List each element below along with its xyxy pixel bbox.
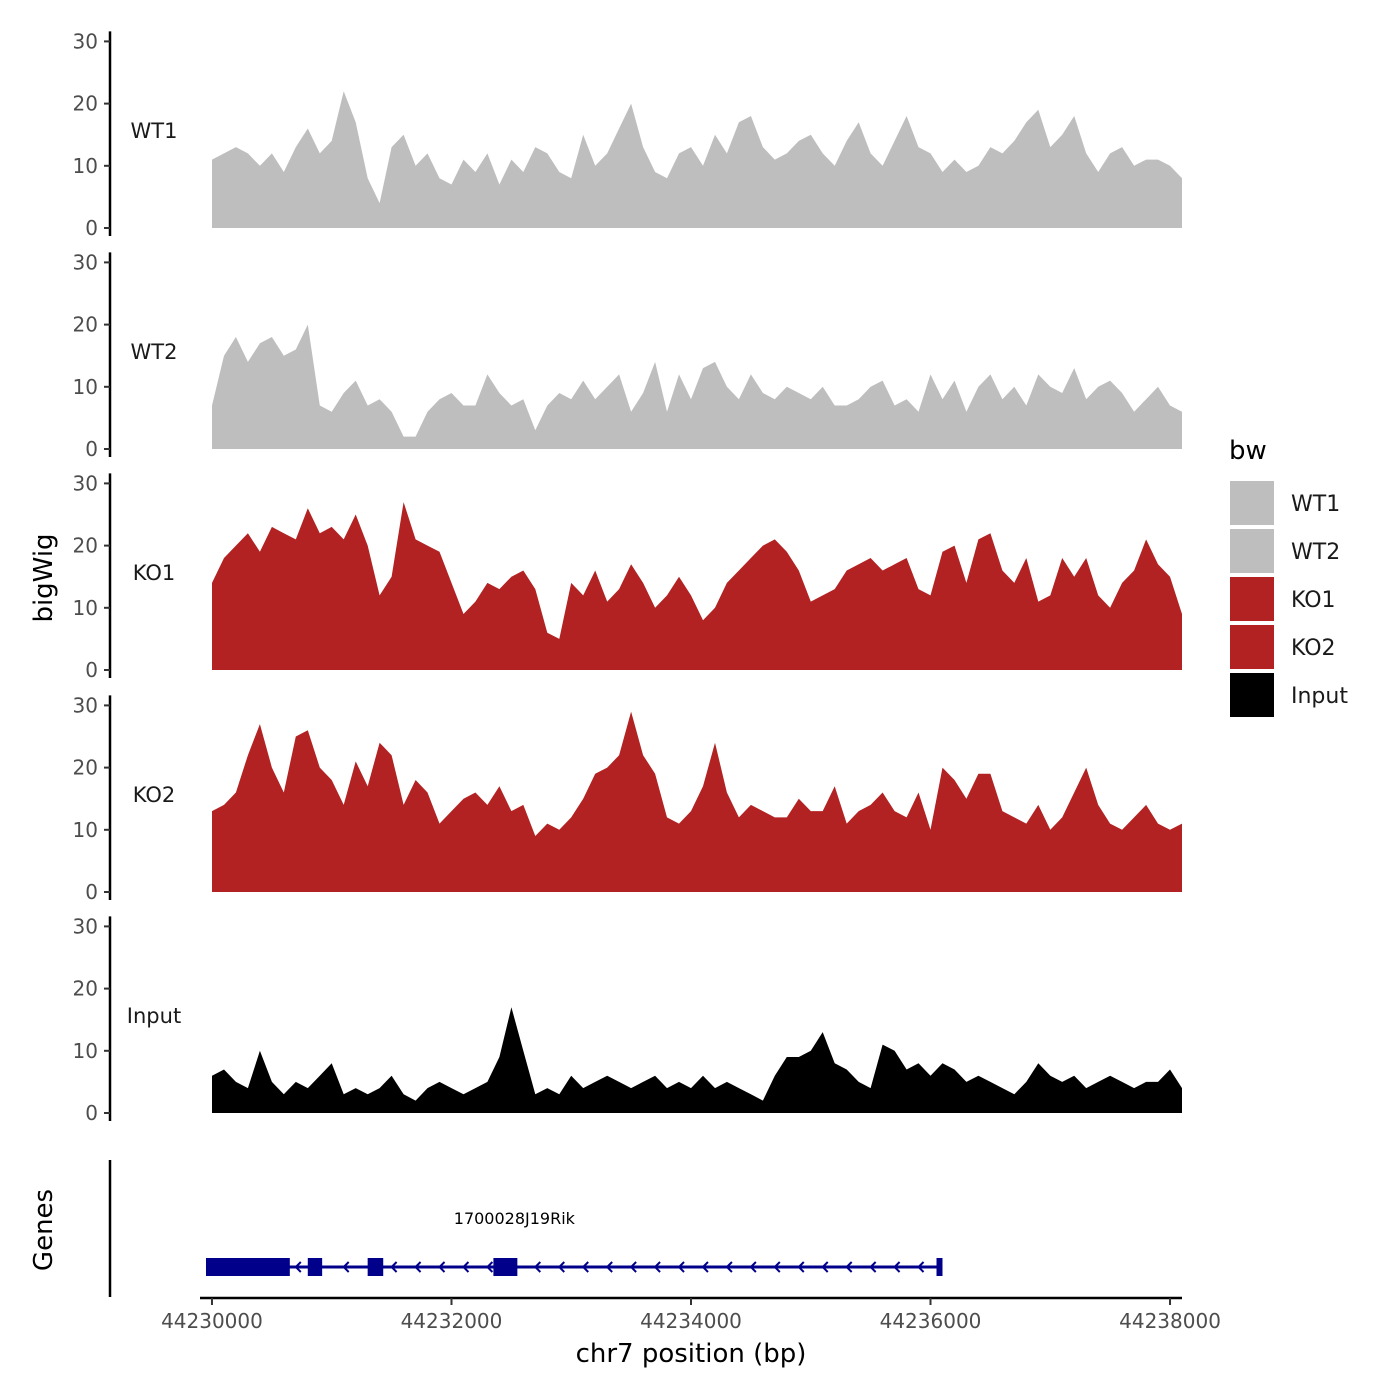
gene-exon [936,1258,943,1276]
legend-label: KO1 [1291,588,1336,613]
strand-arrow [869,1261,877,1273]
y-tick-label: 0 [85,658,98,682]
gene-model: 1700028J19Rik [205,1209,943,1276]
y-tick-label: 0 [85,1101,98,1125]
legend-swatch [1230,625,1274,669]
y-tick-label: 0 [85,216,98,240]
y-tick-label: 30 [73,29,98,53]
y-tick-label: 30 [73,250,98,274]
gene-track: 1700028J19Rik [108,1160,943,1297]
legend-entry-ko2: KO2 [1230,625,1336,669]
signal-area-wt2 [212,324,1182,449]
x-axis: 44230000 44232000 44234000 44236000 44238000 [161,1296,1221,1333]
gene-exon [205,1258,290,1276]
strand-arrow [773,1261,781,1273]
legend-swatch [1230,673,1274,717]
x-tick-label: 44238000 [1119,1309,1221,1333]
strand-arrow [294,1261,302,1273]
strand-arrow [725,1261,733,1273]
legend-label: WT1 [1291,492,1340,517]
legend-entry-ko1: KO1 [1230,577,1336,621]
signal-area-ko1 [212,502,1182,670]
legend-swatch [1230,481,1274,525]
track-label: KO1 [133,561,176,585]
y-tick-label: 10 [73,154,98,178]
strand-arrow [845,1261,853,1273]
legend-entry-input: Input [1230,673,1348,717]
legend-entry-wt2: WT2 [1230,529,1340,573]
y-tick-label: 0 [85,880,98,904]
track-wt2: 0 10 20 30 WT2 [73,250,1182,461]
strand-arrow [414,1261,422,1273]
y-tick-label: 10 [73,1039,98,1063]
strand-arrow [533,1261,542,1273]
x-tick-label: 44236000 [880,1309,982,1333]
track-panels: 0 10 20 30 WT1 0 10 20 30 WT2 0 10 20 30 KO1 0 10 20 30 KO2… [73,29,1182,1125]
signal-area-wt1 [212,91,1182,228]
y-axis-title: bigWig [29,533,59,622]
track-ko2: 0 10 20 30 KO2 [73,693,1182,904]
track-ko1: 0 10 20 30 KO1 [73,471,1182,682]
strand-arrow [486,1261,494,1273]
y-tick-label: 30 [73,471,98,495]
strand-arrow [390,1261,398,1273]
legend-label: KO2 [1291,636,1336,661]
track-label: WT2 [131,340,178,364]
strand-arrow [677,1261,685,1273]
gene-name-label: 1700028J19Rik [454,1209,576,1228]
strand-arrow [917,1261,925,1273]
y-tick-label: 0 [85,437,98,461]
legend-title: bw [1229,436,1267,466]
legend-swatch [1230,529,1274,573]
strand-arrow [605,1261,613,1273]
y-tick-label: 20 [73,92,98,116]
y-tick-label: 20 [73,313,98,337]
y-tick-label: 10 [73,818,98,842]
gene-exon [307,1258,323,1276]
strand-arrow [653,1261,661,1273]
y-tick-label: 10 [73,375,98,399]
y-tick-label: 30 [73,914,98,938]
x-tick-label: 44232000 [401,1309,503,1333]
strand-arrow [557,1261,565,1273]
signal-area-input [212,1007,1182,1113]
legend-entry-wt1: WT1 [1230,481,1340,525]
y-tick-label: 30 [73,693,98,717]
strand-arrow [342,1261,350,1273]
track-input: 0 10 20 30 Input [73,914,1182,1125]
track-wt1: 0 10 20 30 WT1 [73,29,1182,240]
y-tick-label: 20 [73,977,98,1001]
track-label: Input [127,1004,181,1028]
strand-arrow [438,1261,446,1273]
strand-arrow [797,1261,805,1273]
strand-arrow [462,1261,470,1273]
legend-label: Input [1291,684,1348,709]
gene-exon [367,1258,384,1276]
strand-arrow [749,1261,757,1273]
strand-arrow [629,1261,637,1273]
track-label: KO2 [133,783,176,807]
gene-exon [493,1258,518,1276]
signal-area-ko2 [212,711,1182,892]
legend: bw WT1 WT2 KO1 KO2 Input [1229,436,1348,717]
strand-arrow [581,1261,589,1273]
strand-arrow [893,1261,901,1273]
y-tick-label: 20 [73,756,98,780]
strand-arrow [821,1261,829,1273]
legend-swatch [1230,577,1274,621]
x-axis-title: chr7 position (bp) [576,1339,807,1369]
x-tick-label: 44230000 [161,1309,263,1333]
y-tick-label: 20 [73,534,98,558]
track-label: WT1 [131,119,178,143]
strand-arrow [701,1261,709,1273]
genes-axis-title: Genes [29,1189,59,1271]
x-tick-label: 44234000 [640,1309,742,1333]
legend-label: WT2 [1291,540,1340,565]
y-tick-label: 10 [73,596,98,620]
